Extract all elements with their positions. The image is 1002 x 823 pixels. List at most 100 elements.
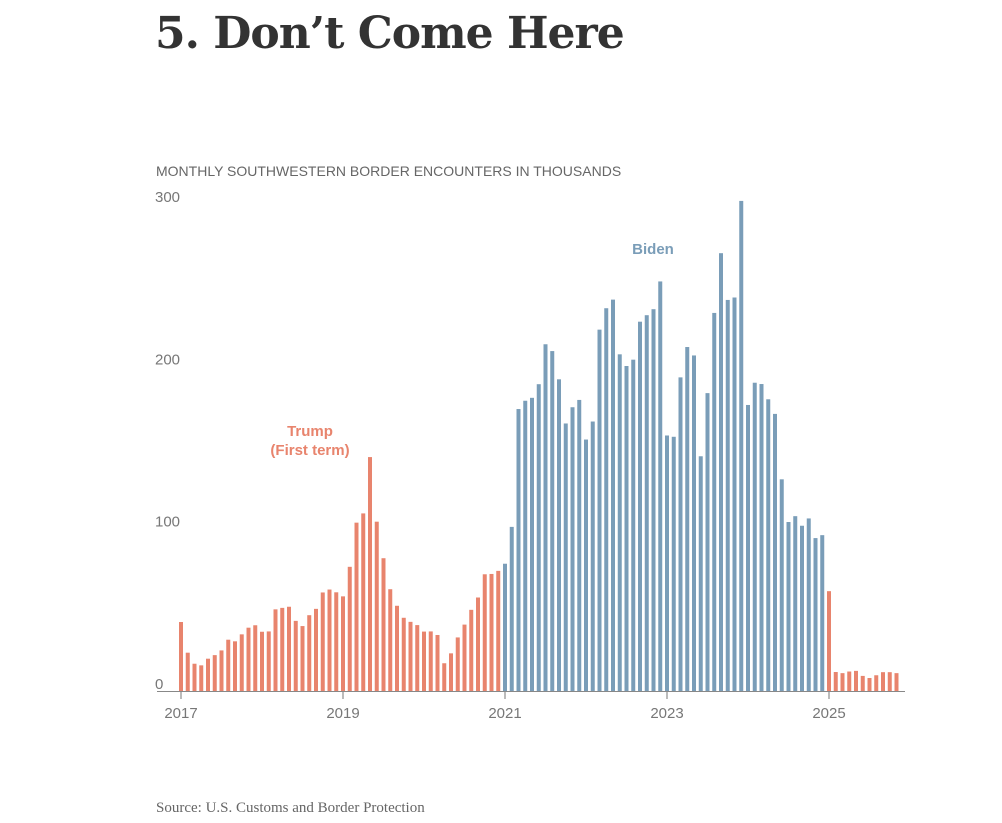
bar-2025-04 bbox=[847, 671, 852, 691]
bar-2018-12 bbox=[334, 592, 339, 691]
bar-2018-10 bbox=[320, 592, 325, 691]
bar-2022-10 bbox=[644, 315, 649, 691]
annotation-biden: Biden bbox=[632, 241, 674, 258]
bar-2025-06 bbox=[860, 675, 865, 691]
bar-2024-05 bbox=[773, 413, 777, 691]
bar-2017-01 bbox=[179, 622, 183, 691]
y-ticks: 0 100 200 300 bbox=[155, 189, 180, 693]
x-tick-label: 2023 bbox=[650, 705, 683, 722]
bar-2020-11 bbox=[489, 573, 494, 691]
bar-2024-01 bbox=[746, 404, 750, 691]
bar-2017-06 bbox=[212, 655, 217, 691]
bar-2022-01 bbox=[584, 439, 588, 691]
bar-2022-02 bbox=[590, 421, 595, 691]
bar-2025-10 bbox=[887, 672, 892, 691]
bar-2020-09 bbox=[476, 597, 480, 691]
bar-2023-02 bbox=[671, 436, 676, 691]
bar-2017-10 bbox=[239, 634, 244, 691]
bar-2022-05 bbox=[611, 299, 615, 691]
bar-2019-06 bbox=[374, 521, 379, 691]
bar-2023-08 bbox=[712, 312, 717, 691]
bar-2017-12 bbox=[253, 625, 258, 691]
bar-2024-04 bbox=[766, 399, 771, 691]
bar-2017-09 bbox=[233, 641, 237, 691]
bars bbox=[179, 200, 899, 692]
bar-2017-11 bbox=[246, 627, 251, 691]
x-tick-label: 2019 bbox=[326, 705, 359, 722]
bar-2025-01 bbox=[827, 591, 831, 691]
bar-2021-10 bbox=[563, 423, 568, 691]
bar-2020-04 bbox=[442, 663, 447, 691]
bar-2019-05 bbox=[368, 457, 372, 691]
bar-2018-05 bbox=[287, 606, 291, 691]
bar-2021-07 bbox=[543, 344, 548, 691]
bar-2020-12 bbox=[496, 570, 501, 691]
bar-2020-07 bbox=[462, 624, 467, 691]
bar-2025-02 bbox=[833, 672, 838, 691]
bar-2022-12 bbox=[658, 281, 663, 691]
bar-2024-07 bbox=[786, 522, 791, 691]
bar-2018-06 bbox=[293, 620, 298, 691]
bar-2019-04 bbox=[361, 513, 366, 691]
bar-2018-04 bbox=[280, 607, 285, 691]
bar-2025-08 bbox=[874, 675, 879, 691]
bar-2018-08 bbox=[307, 615, 312, 691]
bar-2025-11 bbox=[894, 673, 899, 691]
bar-2020-08 bbox=[469, 609, 474, 691]
bar-2017-08 bbox=[226, 639, 231, 691]
bar-2018-09 bbox=[314, 608, 318, 691]
bar-2025-03 bbox=[840, 673, 845, 691]
y-tick-label: 200 bbox=[155, 351, 180, 368]
bar-2022-04 bbox=[604, 308, 609, 691]
y-tick-label: 100 bbox=[155, 514, 180, 531]
x-ticks: 2017 2019 2021 2023 2025 bbox=[164, 692, 846, 722]
bar-2023-04 bbox=[685, 347, 690, 691]
source-note: Source: U.S. Customs and Border Protecti… bbox=[156, 800, 425, 816]
bar-2020-10 bbox=[482, 574, 487, 691]
bar-2019-07 bbox=[381, 558, 386, 691]
bar-2022-11 bbox=[651, 309, 656, 691]
x-tick-label: 2025 bbox=[812, 705, 845, 722]
bar-2019-01 bbox=[341, 596, 345, 691]
bar-2025-05 bbox=[854, 670, 858, 691]
x-tick-label: 2017 bbox=[164, 705, 197, 722]
page-title: 5. Don’t Come Here bbox=[155, 8, 625, 59]
bar-2022-06 bbox=[617, 354, 622, 691]
bar-2024-08 bbox=[793, 516, 798, 691]
bar-2024-12 bbox=[820, 535, 825, 691]
bar-2024-06 bbox=[779, 479, 784, 691]
bar-2024-10 bbox=[806, 518, 811, 691]
bar-2019-02 bbox=[347, 566, 352, 691]
bar-2017-07 bbox=[219, 650, 224, 691]
bar-2023-10 bbox=[725, 299, 730, 691]
bar-2017-03 bbox=[192, 663, 197, 691]
bar-2022-07 bbox=[624, 366, 629, 691]
bar-2024-09 bbox=[800, 525, 804, 691]
bar-2023-01 bbox=[665, 435, 669, 691]
bar-2020-03 bbox=[435, 634, 440, 691]
bar-2019-12 bbox=[415, 625, 420, 691]
annotation-trump-first-term: (First term) bbox=[270, 442, 349, 459]
bar-2020-02 bbox=[428, 631, 433, 691]
bar-2021-11 bbox=[570, 407, 575, 691]
bar-2025-09 bbox=[881, 672, 885, 691]
bar-2018-02 bbox=[266, 631, 271, 691]
bar-2017-02 bbox=[185, 652, 190, 691]
bar-2020-01 bbox=[422, 631, 426, 691]
bar-2017-04 bbox=[199, 665, 204, 691]
bar-2022-03 bbox=[597, 329, 602, 691]
bar-2023-11 bbox=[732, 297, 737, 691]
bar-2019-08 bbox=[388, 589, 393, 691]
bar-2024-11 bbox=[813, 538, 818, 691]
bar-2023-03 bbox=[678, 377, 683, 691]
bar-2021-05 bbox=[530, 397, 534, 691]
bar-2021-02 bbox=[509, 526, 514, 691]
y-tick-label: 0 bbox=[155, 676, 163, 693]
bar-2021-08 bbox=[550, 351, 555, 691]
bar-2025-07 bbox=[867, 678, 872, 691]
bar-2023-06 bbox=[698, 456, 703, 691]
bar-2018-07 bbox=[300, 626, 305, 691]
bar-2019-09 bbox=[395, 605, 399, 691]
bar-2017-05 bbox=[206, 658, 210, 691]
